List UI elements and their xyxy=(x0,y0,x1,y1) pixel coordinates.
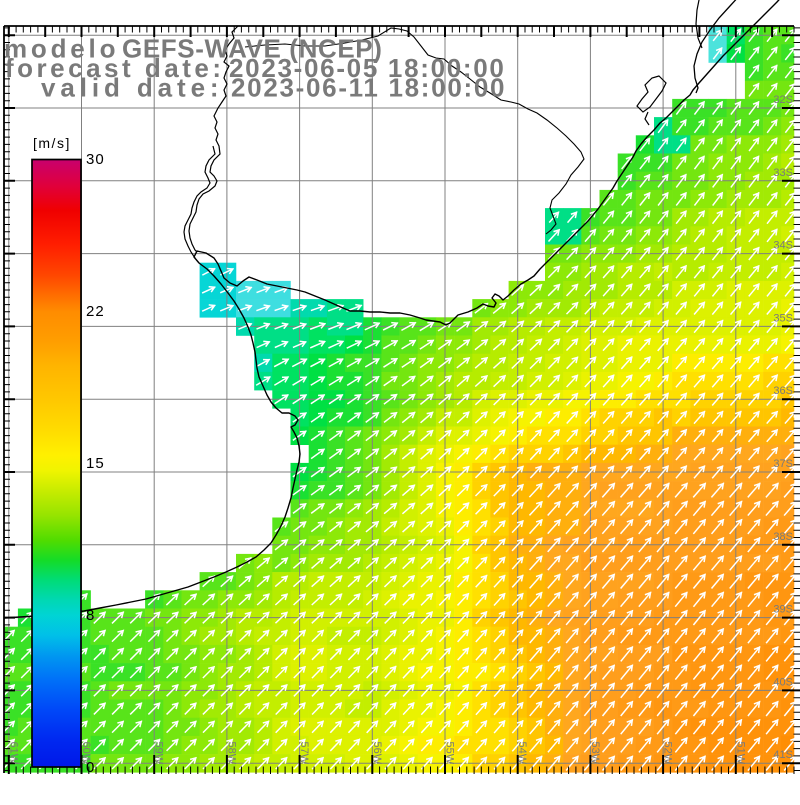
svg-text:54W: 54W xyxy=(516,742,528,765)
svg-text:37S: 37S xyxy=(773,458,793,470)
svg-text:2023-06-05 18:00:00: 2023-06-05 18:00:00 xyxy=(229,53,506,83)
svg-text:57W: 57W xyxy=(298,742,310,765)
svg-text:33S: 33S xyxy=(773,167,793,179)
svg-text:51W: 51W xyxy=(734,742,746,765)
svg-text:2023-06-11 18:00:00: 2023-06-11 18:00:00 xyxy=(231,73,506,103)
svg-text:34S: 34S xyxy=(773,240,793,252)
svg-text:39S: 39S xyxy=(773,604,793,616)
svg-text:0: 0 xyxy=(86,759,95,776)
svg-text:41S: 41S xyxy=(773,749,793,761)
svg-text:58W: 58W xyxy=(225,742,237,765)
svg-text:15: 15 xyxy=(86,455,105,472)
svg-text:30: 30 xyxy=(86,151,105,168)
svg-text:52W: 52W xyxy=(662,742,674,765)
svg-text:[m/s]: [m/s] xyxy=(33,135,71,151)
svg-text:32S: 32S xyxy=(773,94,793,106)
svg-text:modelo: modelo xyxy=(4,34,119,64)
svg-text:61W: 61W xyxy=(7,742,19,765)
svg-text:8: 8 xyxy=(86,607,95,624)
svg-text:38S: 38S xyxy=(773,531,793,543)
svg-text:22: 22 xyxy=(86,303,105,320)
svg-text:59W: 59W xyxy=(153,742,165,765)
svg-text:53W: 53W xyxy=(589,742,601,765)
svg-text:60W: 60W xyxy=(80,742,92,765)
svg-text:GEFS-WAVE (NCEP): GEFS-WAVE (NCEP) xyxy=(122,34,382,64)
svg-text:40S: 40S xyxy=(773,676,793,688)
svg-text:forecast date:: forecast date: xyxy=(5,53,225,83)
svg-text:35S: 35S xyxy=(773,312,793,324)
svg-text:36S: 36S xyxy=(773,385,793,397)
svg-text:56W: 56W xyxy=(371,742,383,765)
svg-text:valid date:: valid date: xyxy=(41,73,224,103)
svg-text:55W: 55W xyxy=(444,742,456,765)
